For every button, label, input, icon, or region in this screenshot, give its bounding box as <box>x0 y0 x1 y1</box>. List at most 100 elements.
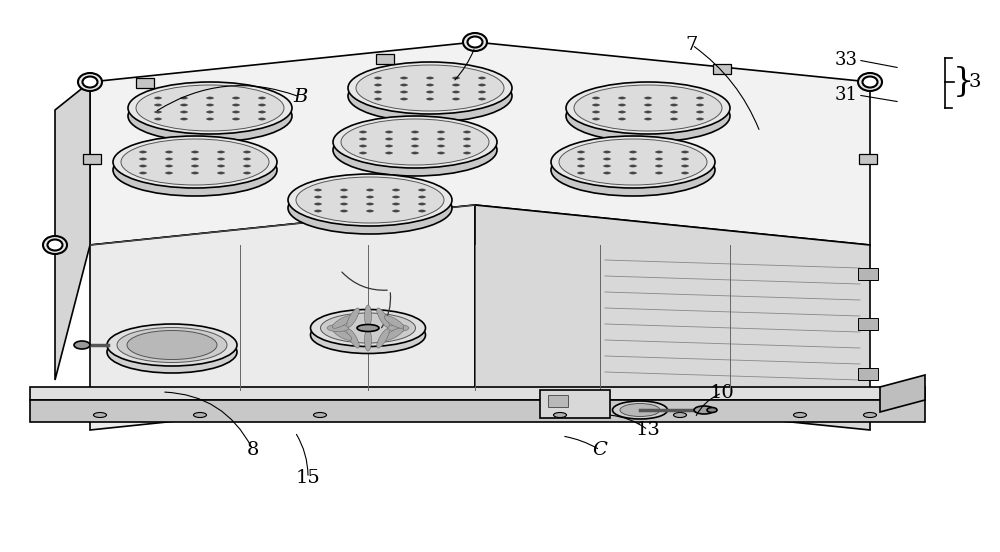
Ellipse shape <box>707 407 717 412</box>
Ellipse shape <box>192 158 198 160</box>
Ellipse shape <box>244 158 250 160</box>
Ellipse shape <box>604 172 610 174</box>
Ellipse shape <box>258 118 266 120</box>
Ellipse shape <box>377 308 389 327</box>
Ellipse shape <box>656 151 662 153</box>
Ellipse shape <box>258 104 266 106</box>
Ellipse shape <box>592 118 600 120</box>
Ellipse shape <box>288 174 452 226</box>
Ellipse shape <box>412 131 418 133</box>
Ellipse shape <box>656 165 662 167</box>
Ellipse shape <box>392 196 400 198</box>
Ellipse shape <box>218 151 224 153</box>
Ellipse shape <box>696 111 704 113</box>
Ellipse shape <box>392 210 400 212</box>
Ellipse shape <box>377 328 389 348</box>
Ellipse shape <box>452 84 460 86</box>
Ellipse shape <box>426 77 434 79</box>
Ellipse shape <box>166 158 173 160</box>
Ellipse shape <box>140 158 146 160</box>
Ellipse shape <box>310 316 426 353</box>
Ellipse shape <box>43 236 67 254</box>
Ellipse shape <box>670 97 678 99</box>
Ellipse shape <box>180 118 188 120</box>
Ellipse shape <box>682 158 688 160</box>
Ellipse shape <box>140 151 146 153</box>
Ellipse shape <box>400 77 408 79</box>
Ellipse shape <box>232 104 240 106</box>
Ellipse shape <box>192 172 198 174</box>
Text: 10: 10 <box>710 384 734 402</box>
Ellipse shape <box>452 98 460 100</box>
Ellipse shape <box>366 203 374 205</box>
Text: 8: 8 <box>247 441 259 459</box>
Bar <box>859 154 877 164</box>
Ellipse shape <box>479 98 486 100</box>
Ellipse shape <box>682 172 688 174</box>
Ellipse shape <box>327 325 349 332</box>
Polygon shape <box>475 205 870 430</box>
Bar <box>376 54 394 64</box>
Ellipse shape <box>218 172 224 174</box>
Ellipse shape <box>656 158 662 160</box>
Ellipse shape <box>426 91 434 93</box>
Ellipse shape <box>360 131 366 133</box>
Ellipse shape <box>320 313 416 343</box>
Ellipse shape <box>107 331 237 373</box>
Ellipse shape <box>340 203 348 205</box>
Ellipse shape <box>630 158 637 160</box>
Ellipse shape <box>244 165 250 167</box>
Ellipse shape <box>360 138 366 140</box>
Ellipse shape <box>232 111 240 113</box>
Ellipse shape <box>438 145 444 147</box>
Ellipse shape <box>412 138 418 140</box>
Polygon shape <box>90 205 475 430</box>
Polygon shape <box>30 400 925 422</box>
Ellipse shape <box>656 172 662 174</box>
Bar <box>858 368 878 380</box>
Ellipse shape <box>366 196 374 198</box>
Ellipse shape <box>644 118 652 120</box>
Ellipse shape <box>154 97 162 99</box>
Ellipse shape <box>578 158 584 160</box>
Ellipse shape <box>630 151 637 153</box>
Ellipse shape <box>384 328 404 340</box>
Ellipse shape <box>618 104 626 106</box>
Ellipse shape <box>128 82 292 134</box>
Ellipse shape <box>418 189 426 191</box>
Ellipse shape <box>644 104 652 106</box>
Ellipse shape <box>418 203 426 205</box>
Ellipse shape <box>192 151 198 153</box>
Ellipse shape <box>644 97 652 99</box>
Ellipse shape <box>682 151 688 153</box>
Ellipse shape <box>604 158 610 160</box>
Ellipse shape <box>551 144 715 196</box>
Ellipse shape <box>479 91 486 93</box>
Ellipse shape <box>207 118 214 120</box>
Ellipse shape <box>630 172 637 174</box>
Ellipse shape <box>864 412 876 417</box>
Ellipse shape <box>612 401 668 419</box>
Ellipse shape <box>578 172 584 174</box>
Ellipse shape <box>314 196 322 198</box>
Bar <box>858 318 878 330</box>
Ellipse shape <box>694 406 714 414</box>
Ellipse shape <box>618 97 626 99</box>
Ellipse shape <box>578 151 584 153</box>
Ellipse shape <box>574 85 722 131</box>
Ellipse shape <box>244 172 250 174</box>
Ellipse shape <box>348 70 512 122</box>
Text: 7: 7 <box>686 36 698 54</box>
Ellipse shape <box>348 62 512 114</box>
Ellipse shape <box>392 189 400 191</box>
Ellipse shape <box>347 328 359 348</box>
Ellipse shape <box>618 118 626 120</box>
Ellipse shape <box>670 104 678 106</box>
Ellipse shape <box>670 118 678 120</box>
Ellipse shape <box>452 91 460 93</box>
Text: 13: 13 <box>636 421 660 439</box>
Ellipse shape <box>360 145 366 147</box>
Ellipse shape <box>314 189 322 191</box>
Text: 15: 15 <box>296 469 320 487</box>
Ellipse shape <box>438 152 444 154</box>
